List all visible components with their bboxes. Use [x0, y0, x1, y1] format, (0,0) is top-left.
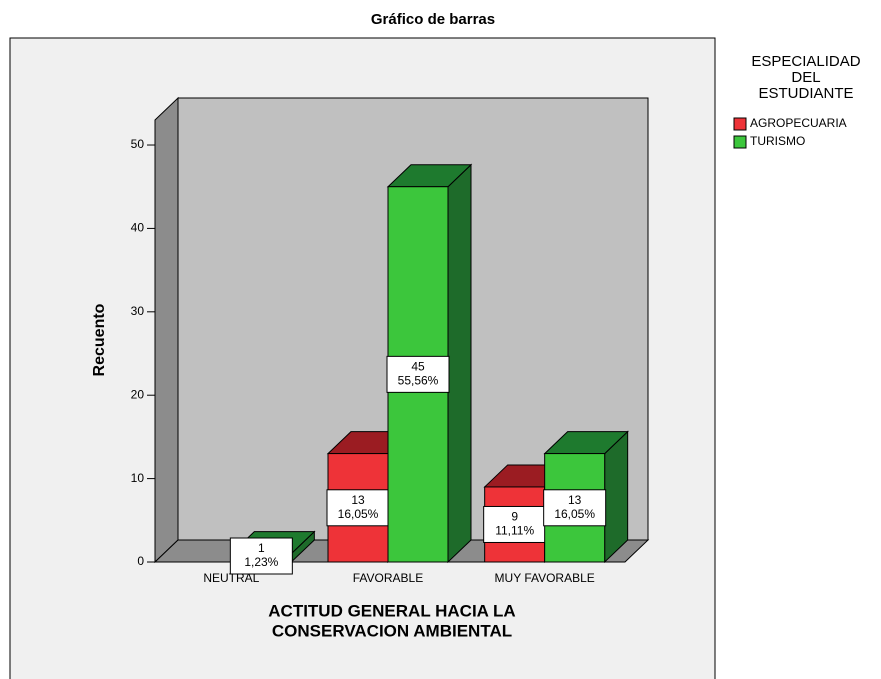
data-label: 1 [258, 541, 265, 555]
y-tick-label: 0 [137, 554, 144, 568]
data-label-box [229, 537, 293, 575]
data-label-box [543, 489, 607, 527]
data-label: 13 [568, 493, 582, 507]
y-tick-label: 50 [131, 137, 145, 151]
data-label-box [483, 505, 547, 543]
y-tick-label: 20 [131, 387, 145, 401]
legend-swatch [733, 135, 747, 149]
data-label: 9 [511, 510, 518, 524]
data-label: 13 [351, 493, 365, 507]
data-label: 45 [411, 360, 425, 374]
x-tick-label: MUY FAVORABLE [495, 571, 595, 585]
legend-title: ESTUDIANTE [758, 85, 853, 102]
y-tick-label: 30 [131, 304, 145, 318]
x-tick-label: NEUTRAL [203, 571, 259, 585]
x-axis-label: CONSERVACION AMBIENTAL [272, 621, 512, 640]
data-label-percent: 1,23% [244, 555, 278, 569]
x-axis-label: ACTITUD GENERAL HACIA LA [268, 601, 515, 620]
data-label-box [326, 489, 390, 527]
data-label-box [386, 355, 450, 393]
y-tick-label: 10 [131, 471, 145, 485]
x-tick-label: FAVORABLE [353, 571, 423, 585]
legend-swatch [733, 117, 747, 131]
y-tick-label: 40 [131, 221, 145, 235]
data-label-percent: 11,11% [495, 524, 534, 538]
legend-title: ESPECIALIDAD [751, 53, 860, 70]
data-label-percent: 16,05% [338, 507, 379, 521]
data-label-percent: 16,05% [554, 507, 595, 521]
left-wall [154, 96, 179, 564]
legend-label: AGROPECUARIA [750, 116, 847, 130]
data-label-percent: 55,56% [398, 374, 439, 388]
chart-title: Gráfico de barras [371, 11, 495, 28]
bar-side [447, 163, 472, 564]
legend-label: TURISMO [750, 134, 805, 148]
legend-title: DEL [791, 69, 820, 86]
y-axis-label: Recuento [91, 303, 108, 376]
bar-side [604, 430, 629, 564]
